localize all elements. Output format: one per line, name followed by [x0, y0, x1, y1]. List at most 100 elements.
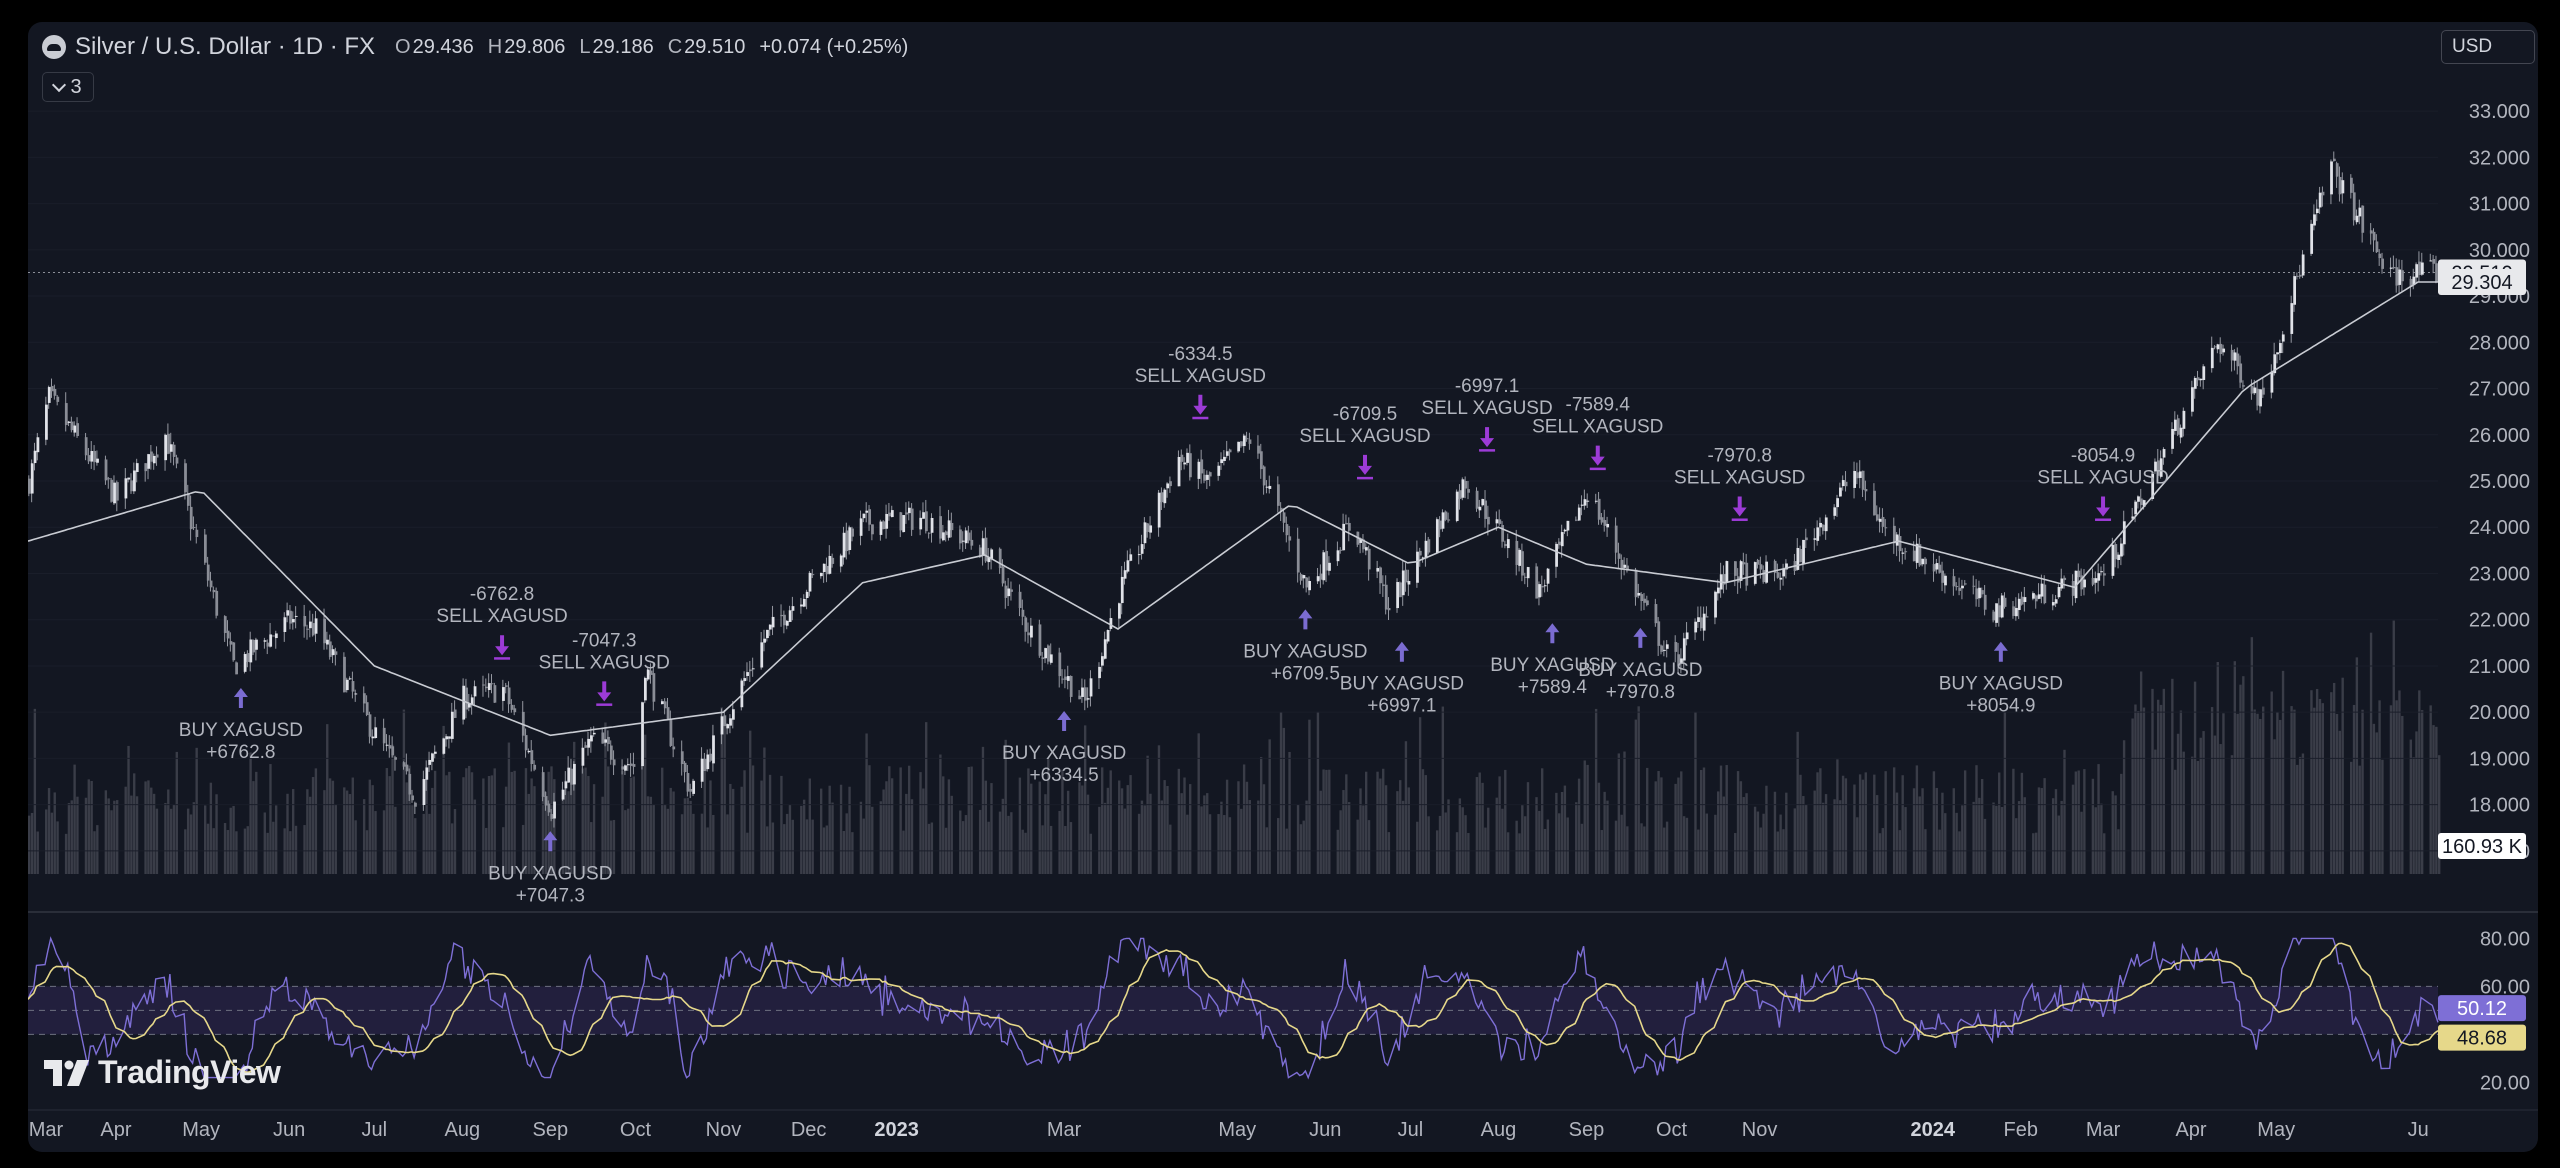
candle-body	[2074, 570, 2078, 599]
volume-bar	[1944, 813, 1947, 874]
volume-bar	[2276, 712, 2279, 874]
candle-body	[2134, 501, 2138, 515]
time-tick: Oct	[620, 1119, 652, 1141]
candle-body	[1149, 525, 1153, 533]
candle-body	[607, 736, 610, 745]
volume-bar	[947, 779, 951, 874]
price-tick: 24.000	[2469, 517, 2530, 539]
volume-bar	[1898, 830, 1902, 874]
volume-bar	[2313, 707, 2316, 874]
candle-body	[206, 564, 210, 581]
volume-bar	[1918, 796, 1921, 874]
candle-body	[964, 530, 968, 544]
candle-body	[1030, 625, 1033, 638]
rsi-ma-value-tag-bg	[2438, 1024, 2526, 1051]
volume-bar	[811, 819, 814, 874]
candle-body	[890, 510, 894, 518]
symbol-title[interactable]: Silver / U.S. Dollar · 1D · FX	[75, 33, 376, 60]
candle-body	[2435, 263, 2438, 282]
candle-body	[331, 649, 335, 656]
indicators-toggle-button[interactable]: 3	[42, 72, 94, 102]
volume-bar	[1714, 814, 1717, 874]
volume-bar	[2000, 807, 2004, 874]
candle-body	[1447, 519, 1451, 521]
candle-body	[189, 506, 193, 530]
candle-body	[1705, 616, 1709, 618]
volume-bar	[272, 821, 275, 874]
candle-body	[1952, 576, 1956, 587]
buy-marker: BUY XAGUSD+8054.9	[1939, 641, 2063, 717]
volume-bar	[1126, 785, 1129, 874]
volume-bar	[1083, 725, 1087, 874]
candle-body	[2174, 419, 2177, 431]
candle-body	[1980, 590, 1984, 595]
volume-bar	[2083, 769, 2086, 874]
candle-body	[345, 679, 349, 691]
sell-label: SELL XAGUSD	[436, 606, 567, 627]
volume-bar	[1555, 792, 1558, 874]
price-tick: 33.000	[2469, 101, 2530, 123]
candle-body	[50, 385, 54, 392]
volume-bar	[680, 814, 684, 874]
candle-body	[1285, 524, 1289, 536]
candle-body	[428, 759, 432, 765]
volume-bar	[1921, 788, 1924, 874]
candle-body	[885, 513, 889, 529]
candle-body	[2077, 570, 2081, 578]
volume-bar	[1972, 801, 1975, 874]
price-axis[interactable]: 33.00032.00031.00030.00029.00028.00027.0…	[2438, 101, 2530, 863]
candle-body	[663, 701, 667, 709]
volume-bar	[306, 789, 309, 874]
candle-body	[865, 510, 869, 513]
candle-body	[133, 470, 136, 492]
volume-bar	[649, 796, 653, 874]
currency-button[interactable]: USD	[2441, 30, 2535, 64]
volume-bars	[28, 620, 2441, 874]
volume-bar	[1745, 793, 1748, 874]
volume-bar	[1961, 805, 1964, 874]
candle-body	[70, 421, 74, 431]
time-axis[interactable]: Mar Apr May Jun Jul Aug Sep Oct Nov Dec 2023 Mar May…	[28, 1109, 2538, 1141]
volume-bar	[2063, 749, 2066, 874]
buy-arrow-icon	[543, 831, 558, 852]
volume-bar	[30, 812, 34, 874]
tradingview-logo[interactable]: TradingView	[44, 1054, 281, 1091]
silver-logo-icon	[42, 35, 66, 59]
candle-body	[2332, 158, 2336, 162]
candle-body	[1804, 537, 1808, 541]
candle-body	[2179, 427, 2183, 438]
candle-body	[2154, 461, 2157, 472]
candle-body	[1677, 654, 1681, 666]
volume-bar	[2071, 784, 2075, 874]
candle-body	[1819, 522, 1822, 528]
candle-body	[2281, 334, 2285, 342]
candle-body	[1898, 536, 1902, 552]
candle-body	[2216, 344, 2220, 350]
volume-bar	[1998, 772, 2001, 874]
volume-bar	[1782, 829, 1785, 874]
volume-bar	[2151, 688, 2154, 874]
volume-bar	[1799, 774, 1802, 874]
candle-body	[1064, 676, 1067, 680]
candle-body	[1089, 678, 1093, 697]
price-tick: 32.000	[2469, 147, 2530, 169]
candle-body	[263, 640, 267, 642]
volume-bar	[1779, 814, 1782, 874]
symbol-header: Silver / U.S. Dollar · 1D · FX O 29.436 H 2…	[42, 33, 908, 60]
candle-body	[1958, 587, 1962, 591]
time-tick: Sep	[1569, 1119, 1605, 1141]
candle-body	[1623, 564, 1627, 568]
volume-bar	[2378, 700, 2381, 874]
volume-bar	[1912, 788, 1916, 874]
candle-body	[1200, 459, 1204, 474]
volume-bar	[1118, 780, 1121, 874]
volume-bar	[130, 795, 133, 874]
volume-bar	[1225, 779, 1229, 874]
volume-bar	[749, 730, 752, 874]
candle-body	[990, 549, 994, 560]
candle-body	[805, 591, 809, 599]
candle-body	[2273, 354, 2277, 374]
